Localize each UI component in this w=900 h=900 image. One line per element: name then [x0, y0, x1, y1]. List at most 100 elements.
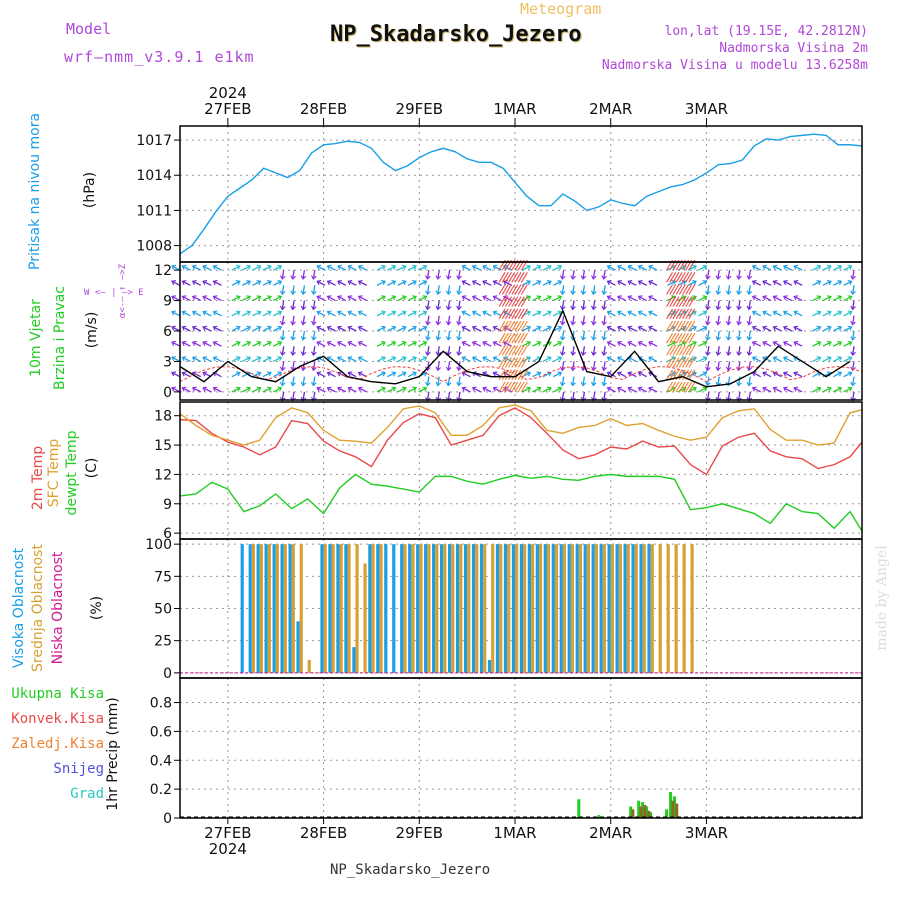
wind-arrow	[418, 265, 427, 271]
y-tick-label: 12	[154, 467, 172, 483]
wind-arrowhead	[326, 295, 332, 301]
wind-arrowhead	[277, 356, 283, 362]
wind-arrowhead	[826, 356, 832, 362]
wind-arrow	[472, 311, 482, 317]
wind-arrow	[192, 371, 202, 378]
wind-arrowhead	[471, 356, 477, 362]
altitude-label: Nadmorska Visina 2m	[719, 41, 868, 56]
wind-arrowhead	[627, 325, 633, 331]
wind-arrow	[213, 265, 222, 271]
wind-arrow-strong	[501, 320, 509, 332]
wind-arrow	[706, 330, 710, 340]
wind-arrowhead	[816, 356, 822, 362]
y-tick-label: 15	[154, 438, 172, 454]
cloud-bar	[384, 544, 388, 673]
wind-arrowhead	[471, 325, 477, 331]
wind-arrow	[727, 330, 731, 340]
wind-arrowhead	[181, 386, 187, 392]
cloud-bar	[647, 544, 651, 673]
precip-bar	[647, 810, 651, 818]
wind-arrow	[737, 315, 741, 325]
wind-arrow	[638, 311, 647, 317]
wind-arrow	[783, 356, 793, 363]
wind-arrow-strong	[501, 284, 509, 295]
wind-arrow	[627, 295, 637, 302]
wind-arrow	[752, 371, 761, 378]
wind-arrowhead	[671, 310, 677, 316]
wind-arrow	[241, 326, 251, 332]
wind-arrowhead	[357, 356, 363, 362]
wind-arrow	[532, 280, 541, 286]
wind-arrowhead	[559, 275, 566, 280]
wind-arrowhead	[246, 264, 252, 270]
wind-arrow	[281, 285, 285, 295]
wind-arrow	[793, 311, 803, 317]
wind-arrow-strong	[517, 284, 525, 295]
y-tick-label: 9	[163, 497, 172, 513]
wind-arrow	[737, 361, 741, 371]
wind-arrow-strong	[508, 345, 516, 356]
wind-arrow	[561, 376, 565, 386]
wind-arrow	[182, 356, 191, 363]
cloud-bar	[511, 544, 516, 673]
wind-arrowhead	[591, 305, 597, 311]
wind-arrow	[418, 311, 427, 317]
cloud-bar	[507, 544, 511, 673]
wind-arrowhead	[357, 340, 363, 346]
precip-bar	[629, 806, 633, 818]
wind-arrow	[241, 265, 251, 271]
wind-arrow	[762, 311, 772, 317]
wind-arrow	[171, 341, 181, 347]
wind-arrow	[376, 311, 386, 317]
wind-arrowhead	[202, 356, 208, 362]
wind-arrowhead	[559, 336, 566, 341]
cloud-bar	[483, 544, 487, 673]
wind-arrow	[851, 270, 855, 280]
wind-arrow	[773, 311, 782, 317]
wind-arrowhead	[212, 325, 218, 331]
wind-arrowhead	[536, 280, 542, 286]
wind-arrow	[783, 265, 793, 271]
wind-arrowhead	[246, 280, 252, 286]
wind-arrow	[327, 280, 336, 286]
wind-arrowhead	[290, 320, 296, 326]
wind-arrowhead	[736, 336, 742, 341]
station-title: NP_Skadarsko_Jezero	[330, 22, 582, 47]
wind-arrow-strong	[520, 320, 528, 332]
wind-arrow	[822, 311, 832, 317]
wind-arrowhead	[772, 371, 778, 377]
wind-arrow	[851, 285, 855, 295]
wind-arrowhead	[256, 371, 262, 377]
panel-frame	[179, 261, 863, 401]
wind-arrow	[482, 387, 492, 393]
cloud-bar	[674, 544, 678, 673]
wind-arrow	[812, 326, 821, 332]
wind-arrow	[748, 361, 751, 371]
wind-arrow-strong	[672, 320, 680, 332]
wind-arrow	[437, 315, 440, 325]
wind-arrowhead	[471, 264, 477, 270]
precip-bar	[669, 792, 673, 818]
wind-arrowhead	[580, 336, 587, 341]
wind-arrowhead	[381, 280, 386, 286]
cloud-bar	[626, 544, 630, 673]
wind-arrow-strong	[682, 381, 689, 393]
wind-arrowhead	[601, 351, 607, 357]
cloud-bar	[467, 544, 471, 673]
wind-arrowhead	[782, 325, 788, 331]
wind-arrowhead	[482, 325, 488, 331]
wind-arrowhead	[502, 356, 508, 362]
wind-arrow	[603, 285, 606, 295]
wind-arrowhead	[212, 280, 218, 286]
wind-arrowhead	[502, 386, 508, 392]
wind-arrowhead	[637, 371, 643, 377]
wind-arrowhead	[847, 371, 853, 377]
wind-arrow	[281, 330, 285, 340]
wind-arrowhead	[181, 295, 187, 301]
wind-arrowhead	[725, 366, 732, 372]
wind-arrow	[553, 280, 562, 286]
wind-arrowhead	[471, 340, 477, 346]
wind-arrow	[213, 387, 222, 393]
wind-arrowhead	[546, 295, 552, 301]
wind-arrow	[407, 371, 417, 378]
